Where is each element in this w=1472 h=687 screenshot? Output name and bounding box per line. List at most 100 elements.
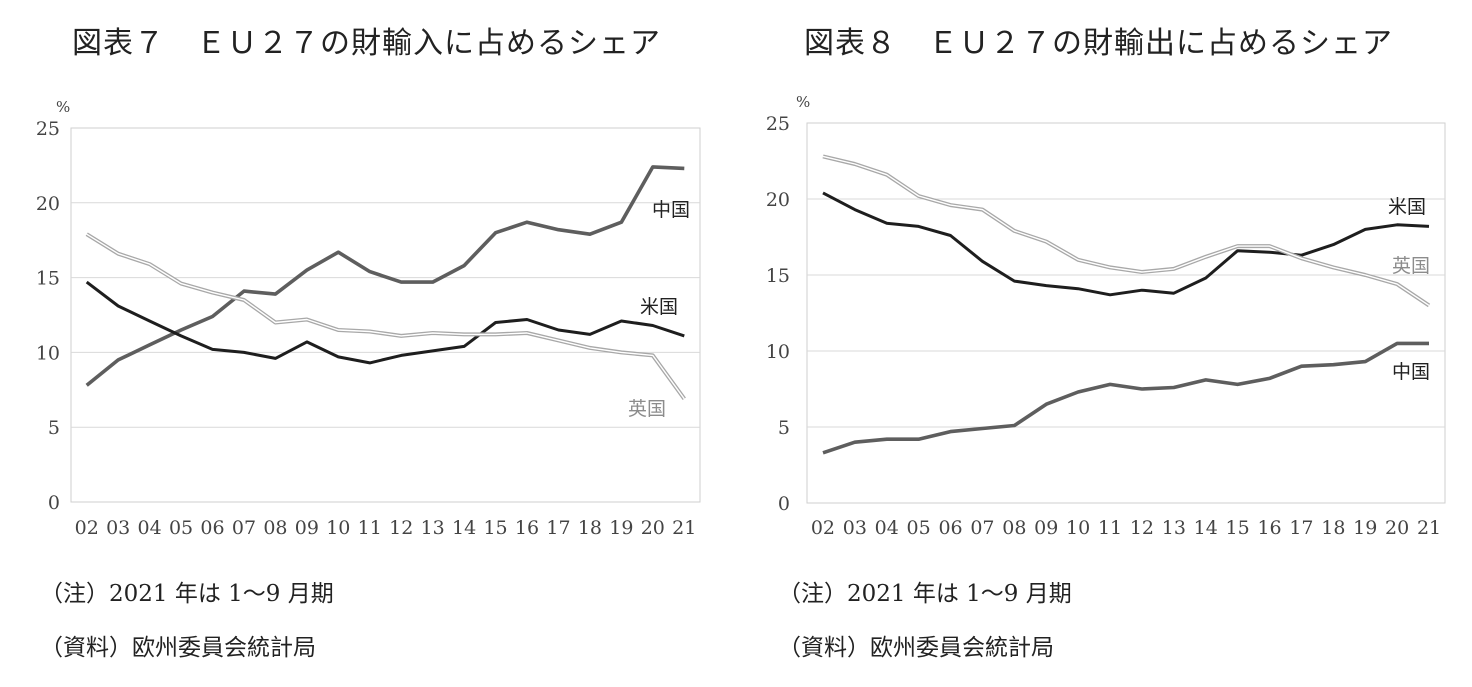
series-英国 xyxy=(822,154,1431,308)
data-point xyxy=(949,204,951,206)
y-tick-label: 10 xyxy=(36,342,60,364)
data-point xyxy=(652,166,654,168)
data-point xyxy=(148,320,150,322)
x-tick-label: 10 xyxy=(326,517,350,539)
series-line xyxy=(85,280,685,365)
data-point xyxy=(1364,274,1366,276)
data-point xyxy=(1332,266,1334,268)
y-axis-unit-label: % xyxy=(796,93,810,111)
data-point xyxy=(886,438,888,440)
x-tick-label: 08 xyxy=(263,517,287,539)
x-tick-label: 14 xyxy=(452,517,476,539)
data-point xyxy=(981,427,983,429)
data-point xyxy=(1332,363,1334,365)
chart-title: 図表７ ＥＵ２７の財輸入に占めるシェア xyxy=(72,26,661,61)
series-line xyxy=(85,232,686,400)
data-point xyxy=(1268,251,1270,253)
data-point xyxy=(400,354,402,356)
data-point xyxy=(274,357,276,359)
data-point xyxy=(1013,230,1015,232)
data-point xyxy=(337,356,339,358)
data-point xyxy=(86,233,88,235)
data-point xyxy=(337,329,339,331)
series-英国 xyxy=(85,232,686,400)
data-point xyxy=(854,208,856,210)
x-tick-label: 12 xyxy=(389,517,413,539)
data-point xyxy=(211,315,213,317)
x-tick-label: 03 xyxy=(106,517,130,539)
x-tick-label: 02 xyxy=(811,517,835,539)
data-point xyxy=(1300,365,1302,367)
data-point xyxy=(1205,277,1207,279)
data-point xyxy=(683,398,685,400)
series-中国 xyxy=(822,341,1429,455)
data-point xyxy=(243,290,245,292)
x-tick-label: 20 xyxy=(1385,517,1409,539)
data-point xyxy=(1045,403,1047,405)
data-point xyxy=(917,195,919,197)
y-tick-label: 25 xyxy=(36,118,60,140)
x-tick-label: 16 xyxy=(515,517,539,539)
y-tick-label: 25 xyxy=(766,113,790,135)
series-line xyxy=(822,154,1431,308)
data-point xyxy=(337,251,339,253)
data-point xyxy=(431,281,433,283)
x-tick-label: 21 xyxy=(672,517,696,539)
data-point xyxy=(1396,224,1398,226)
data-point xyxy=(1109,383,1111,385)
data-point xyxy=(274,321,276,323)
data-point xyxy=(1268,377,1270,379)
data-point xyxy=(148,263,150,265)
x-tick-label: 05 xyxy=(907,517,931,539)
data-point xyxy=(86,281,88,283)
x-tick-label: 03 xyxy=(843,517,867,539)
x-tick-label: 17 xyxy=(1289,517,1313,539)
y-tick-label: 10 xyxy=(766,341,790,363)
data-point xyxy=(494,321,496,323)
data-point xyxy=(1205,379,1207,381)
x-tick-label: 09 xyxy=(1034,517,1058,539)
chart-title: 図表８ ＥＵ２７の財輸出に占めるシェア xyxy=(804,26,1393,61)
data-point xyxy=(1077,287,1079,289)
data-point xyxy=(981,260,983,262)
x-tick-label: 05 xyxy=(169,517,193,539)
data-point xyxy=(494,232,496,234)
data-point xyxy=(526,318,528,320)
data-point xyxy=(981,208,983,210)
series-line xyxy=(85,165,685,387)
data-point xyxy=(589,333,591,335)
y-tick-label: 15 xyxy=(36,268,60,290)
data-point xyxy=(1173,268,1175,270)
y-tick-label: 20 xyxy=(36,193,60,215)
data-point xyxy=(683,167,685,169)
chart-source: （資料）欧州委員会統計局 xyxy=(778,635,1054,661)
data-point xyxy=(431,350,433,352)
x-tick-label: 19 xyxy=(1353,517,1377,539)
data-point xyxy=(369,330,371,332)
plot-area xyxy=(70,127,701,503)
y-tick-label: 0 xyxy=(48,492,60,514)
series-米国 xyxy=(85,280,685,365)
y-axis-unit-label: % xyxy=(56,98,70,116)
x-tick-label: 06 xyxy=(200,517,224,539)
series-label: 米国 xyxy=(640,296,678,318)
data-point xyxy=(1013,280,1015,282)
data-point xyxy=(211,348,213,350)
data-point xyxy=(949,430,951,432)
data-point xyxy=(1236,249,1238,251)
chart-panel-exports: 図表８ ＥＵ２７の財輸出に占めるシェア 0 5 10 15 20 25% 02 03 04 05 0… xyxy=(736,0,1472,687)
x-tick-label: 15 xyxy=(1226,517,1250,539)
x-tick-label: 18 xyxy=(578,517,602,539)
data-point xyxy=(1173,386,1175,388)
data-point xyxy=(1045,240,1047,242)
data-point xyxy=(949,234,951,236)
data-point xyxy=(822,452,824,454)
series-label: 英国 xyxy=(1392,255,1430,277)
x-tick-label: 21 xyxy=(1417,517,1441,539)
data-point xyxy=(1364,228,1366,230)
y-tick-label: 15 xyxy=(766,265,790,287)
x-tick-label: 15 xyxy=(483,517,507,539)
data-point xyxy=(274,293,276,295)
data-point xyxy=(1396,283,1398,285)
y-tick-label: 0 xyxy=(778,493,790,515)
